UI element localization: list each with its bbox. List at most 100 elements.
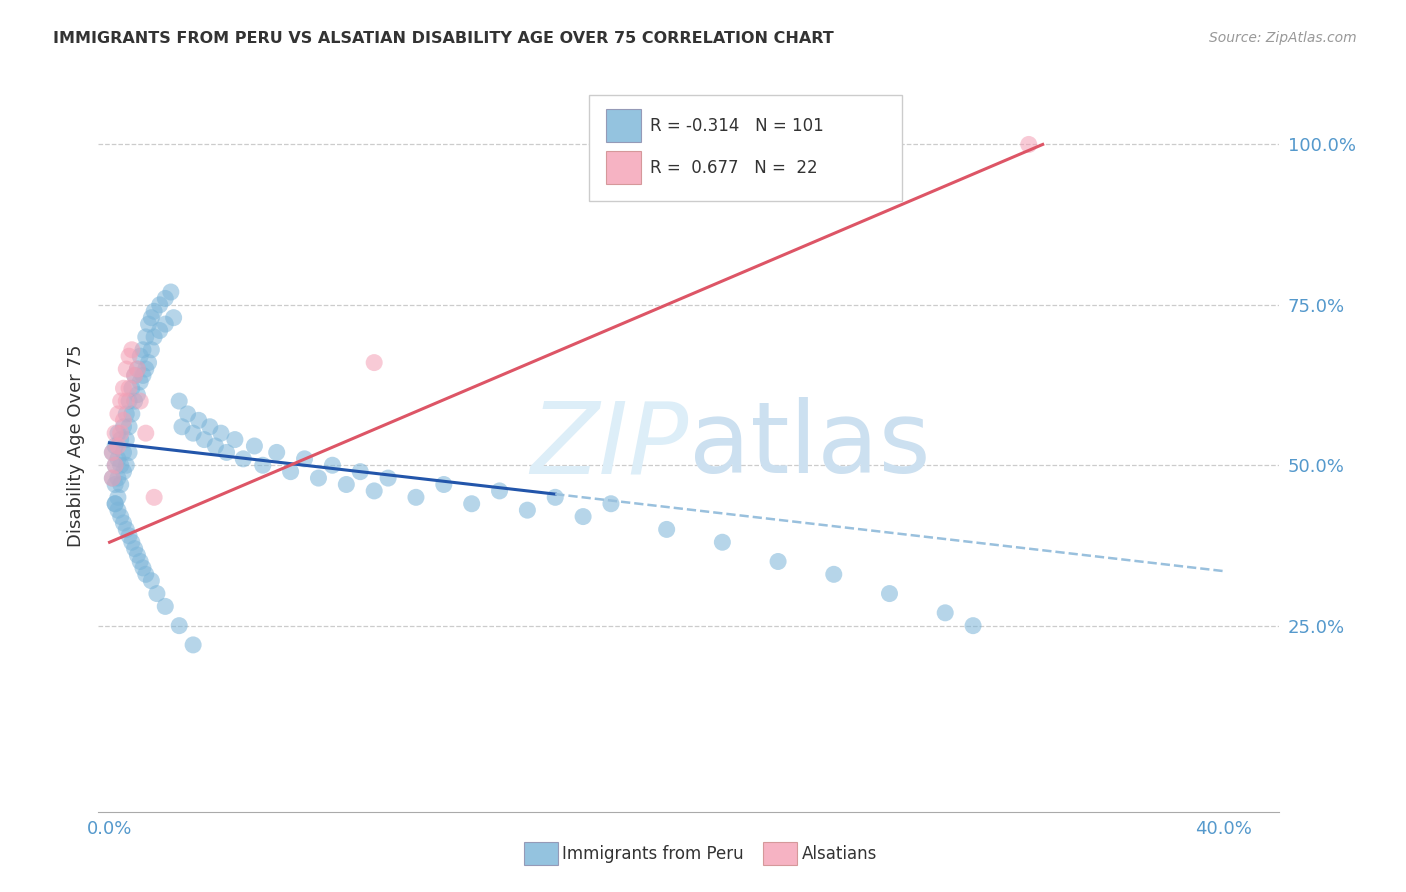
Point [204,439,226,453]
Point [149,298,172,312]
Point [129,394,152,409]
Point [149,324,172,338]
Point [107,471,129,485]
Point [879,586,901,600]
Point [224,433,246,447]
FancyBboxPatch shape [606,152,641,184]
Point [405,491,427,505]
Point [118,445,141,459]
Point [129,349,152,363]
Point [181,426,204,441]
Point [143,330,166,344]
Text: Alsatians: Alsatians [801,845,877,863]
Point [433,477,456,491]
Point [488,483,510,498]
FancyBboxPatch shape [589,95,901,201]
Point [155,317,177,331]
Point [101,471,124,485]
Point [143,491,166,505]
Point [124,394,146,409]
Point [101,445,124,459]
Point [107,491,129,505]
Point [129,375,152,389]
Point [349,465,371,479]
Point [115,433,138,447]
Point [112,465,135,479]
Point [118,394,141,409]
Point [377,471,399,485]
Point [138,317,160,331]
Point [118,381,141,395]
Point [118,529,141,543]
Point [363,355,385,369]
Point [135,330,157,344]
Point [266,445,288,459]
Point [209,426,232,441]
Text: atlas: atlas [689,398,931,494]
Point [181,638,204,652]
Text: R = -0.314   N = 101: R = -0.314 N = 101 [650,117,824,136]
Point [101,445,124,459]
Point [107,426,129,441]
Point [121,535,143,549]
Point [215,445,238,459]
Point [308,471,330,485]
Point [146,586,169,600]
Point [124,368,146,383]
Point [104,458,127,473]
Point [127,362,149,376]
Point [132,368,155,383]
Point [112,381,135,395]
Point [252,458,274,473]
Text: Immigrants from Peru: Immigrants from Peru [562,845,744,863]
Point [1018,137,1040,152]
Point [132,343,155,357]
Point [110,509,132,524]
Point [167,618,190,632]
Point [766,554,789,568]
Point [193,433,215,447]
Point [187,413,209,427]
Point [167,394,190,409]
Point [243,439,266,453]
Point [104,477,127,491]
Point [294,451,316,466]
Point [129,554,152,568]
Point [127,387,149,401]
Point [112,419,135,434]
Point [160,285,183,299]
Point [104,458,127,473]
Point [110,426,132,441]
Point [141,574,163,588]
Point [176,407,198,421]
Point [155,599,177,614]
Point [934,606,956,620]
Point [572,509,595,524]
Point [107,451,129,466]
Point [127,548,149,562]
Point [162,310,184,325]
Point [198,419,221,434]
Point [115,458,138,473]
Point [107,503,129,517]
Point [655,523,678,537]
Text: IMMIGRANTS FROM PERU VS ALSATIAN DISABILITY AGE OVER 75 CORRELATION CHART: IMMIGRANTS FROM PERU VS ALSATIAN DISABIL… [53,31,834,46]
Text: R =  0.677   N =  22: R = 0.677 N = 22 [650,159,818,177]
Point [118,419,141,434]
Point [110,394,132,409]
Point [321,458,343,473]
Point [112,445,135,459]
Point [232,451,254,466]
Point [104,439,127,453]
Point [135,362,157,376]
Point [335,477,357,491]
Point [115,523,138,537]
Point [143,304,166,318]
Point [460,497,482,511]
Point [115,394,138,409]
Point [101,471,124,485]
FancyBboxPatch shape [606,109,641,142]
Point [110,433,132,447]
Point [104,497,127,511]
Point [135,426,157,441]
